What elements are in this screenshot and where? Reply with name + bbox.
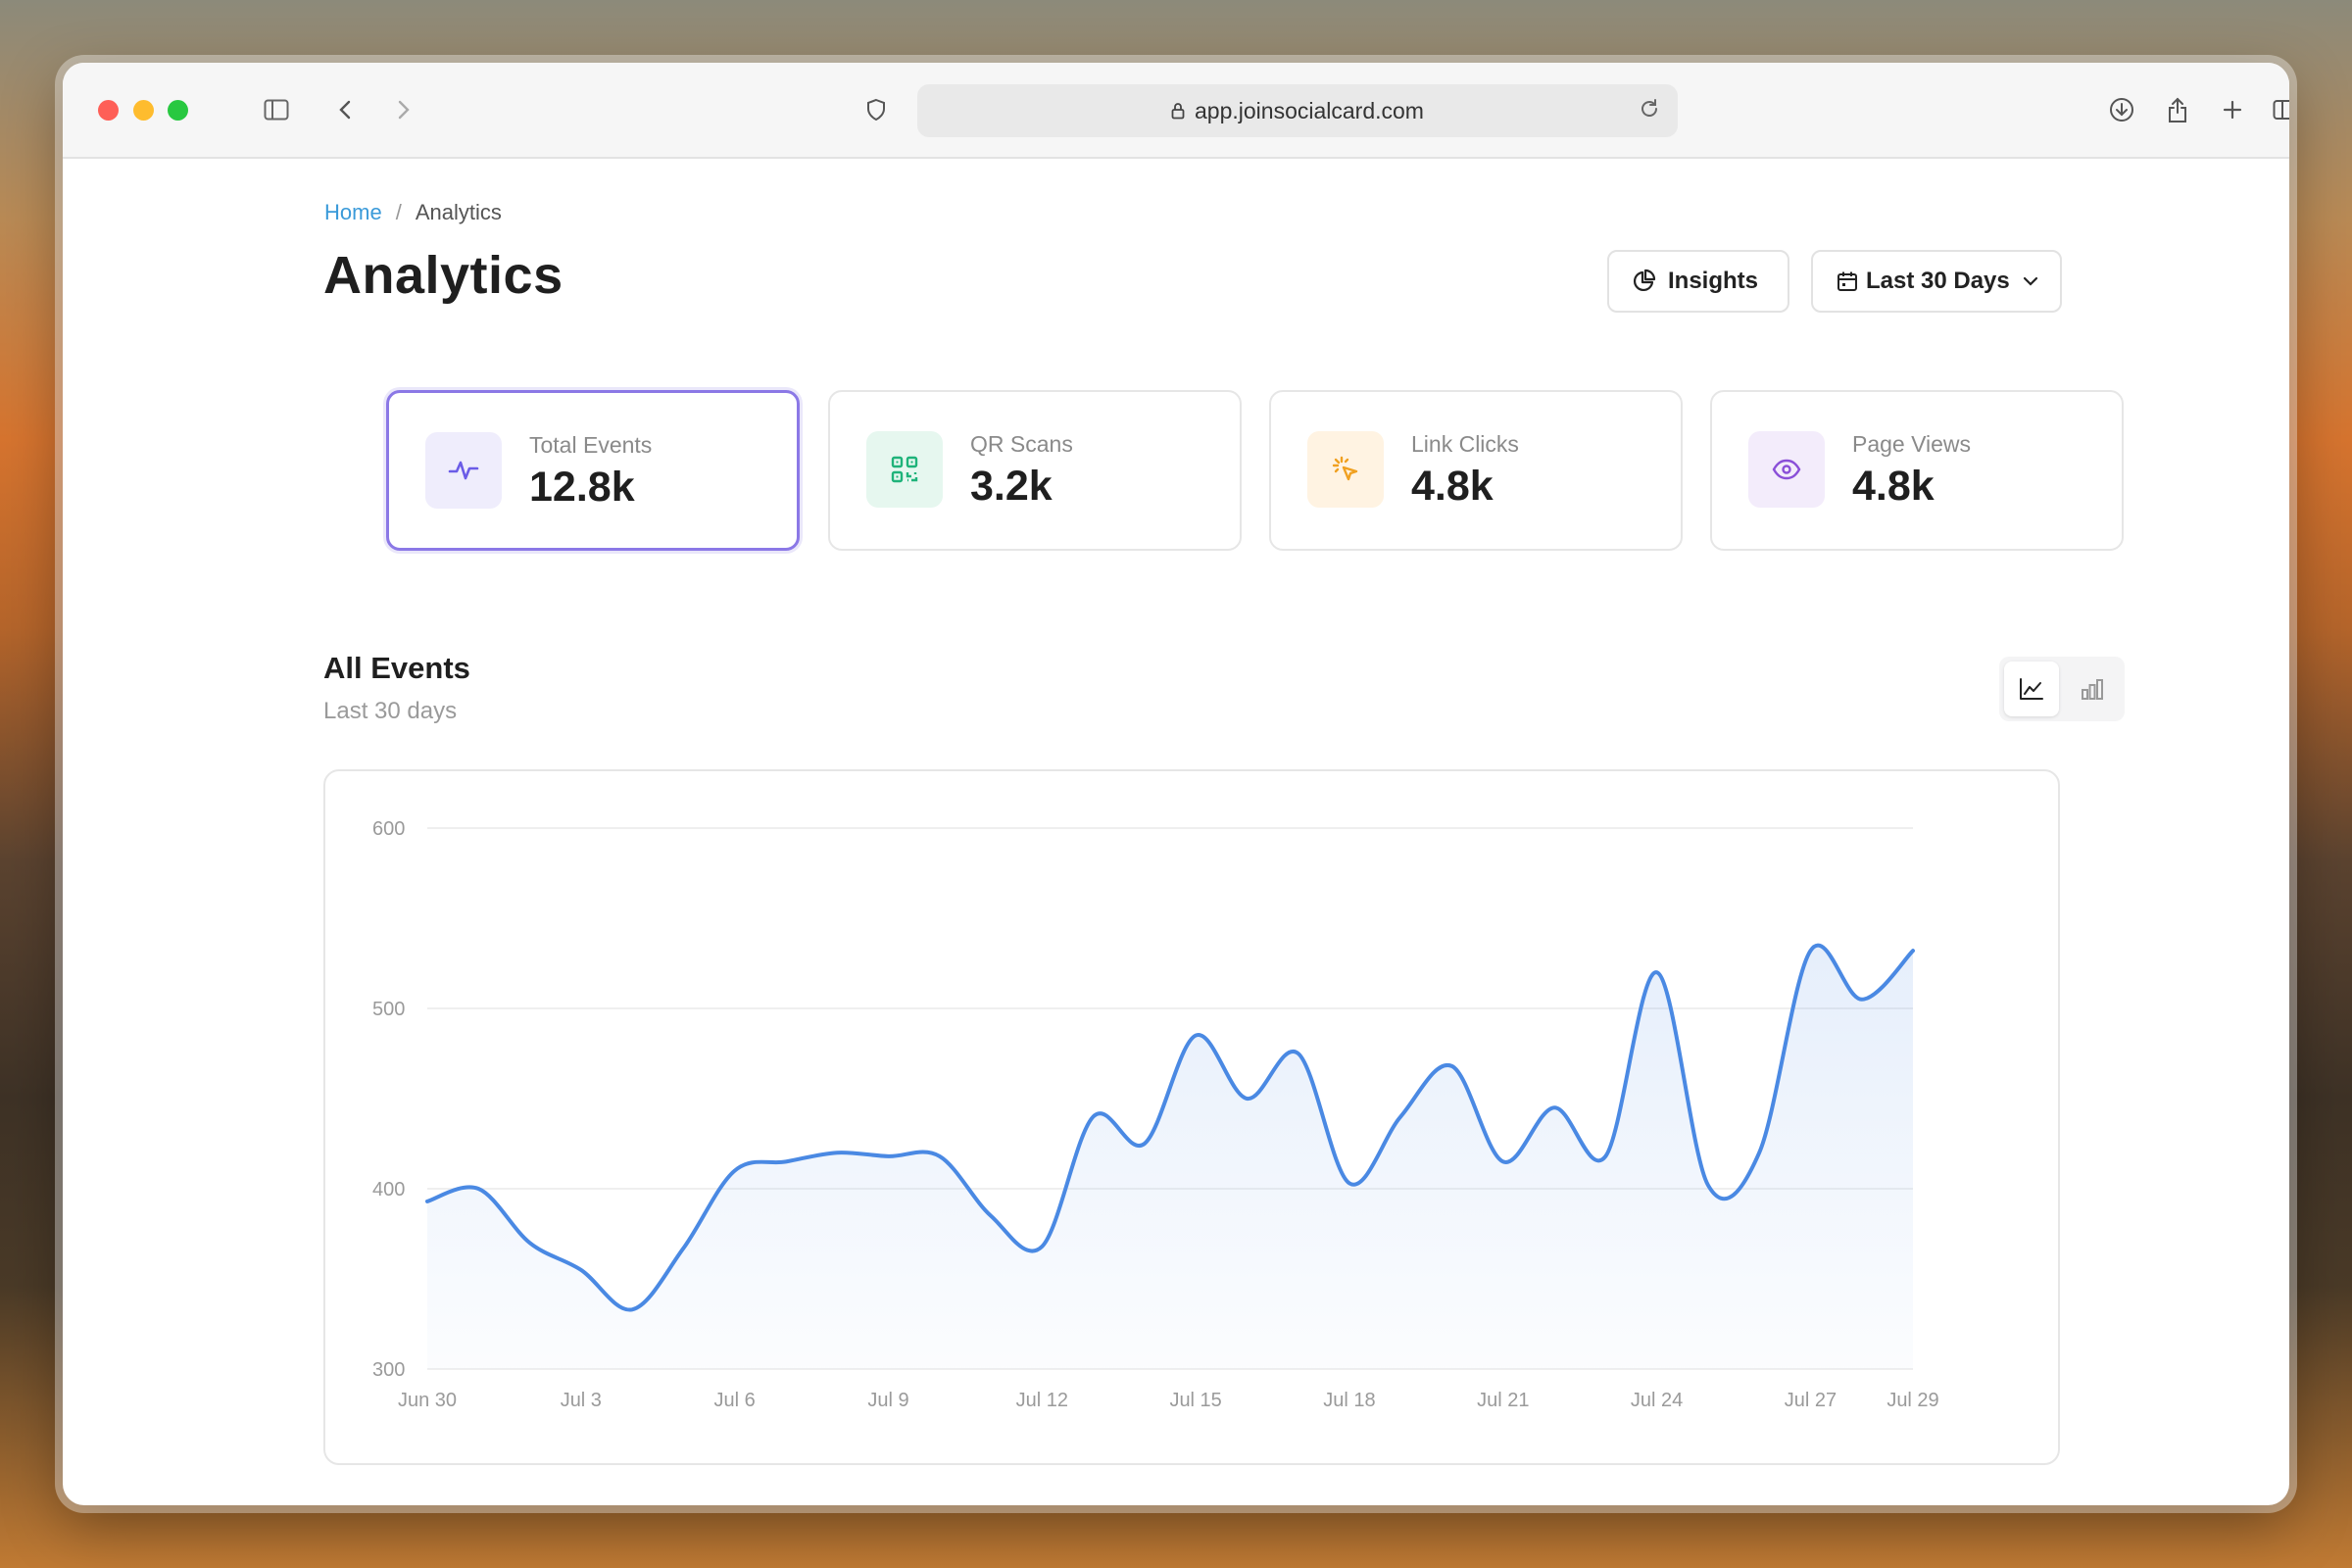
events-chart-card: 300 400 500 600 Jun 30 Jul 3 Jul 6 Jul 9 Jul 12 J…	[323, 769, 2060, 1465]
x-tick-label: Jun 30	[398, 1390, 457, 1411]
x-tick-label: Jul 21	[1477, 1390, 1529, 1411]
cursor-click-icon	[1307, 431, 1384, 508]
stat-card-total-events[interactable]: Total Events 12.8k	[386, 390, 800, 551]
x-tick-label: Jul 27	[1785, 1390, 1837, 1411]
section-title: All Events	[323, 651, 470, 685]
date-range-label: Last 30 Days	[1866, 268, 2010, 294]
bar-chart-icon[interactable]	[2065, 662, 2120, 716]
stat-value: 4.8k	[1411, 463, 1494, 510]
insights-label: Insights	[1668, 268, 1759, 294]
events-area-chart: 300 400 500 600 Jun 30 Jul 3 Jul 6 Jul 9 Jul 12 J…	[372, 818, 1939, 1411]
maximize-window-button[interactable]	[168, 100, 188, 121]
reload-icon[interactable]	[1639, 98, 1660, 125]
lock-icon	[1171, 103, 1185, 120]
stat-value: 4.8k	[1852, 463, 1935, 510]
insights-button[interactable]: Insights	[1607, 250, 1789, 313]
chevron-down-icon	[2023, 276, 2037, 286]
chart-type-toggle	[1999, 657, 2125, 721]
stat-label: Total Events	[529, 432, 653, 458]
close-window-button[interactable]	[98, 100, 119, 121]
stat-value: 12.8k	[529, 464, 635, 511]
y-tick-label: 300	[372, 1359, 405, 1381]
x-tick-label: Jul 12	[1016, 1390, 1068, 1411]
stat-card-link-clicks[interactable]: Link Clicks 4.8k	[1269, 390, 1683, 551]
page-title: Analytics	[323, 246, 564, 305]
browser-window: app.joinsocialcard.com Home / Analytics …	[63, 63, 2289, 1505]
x-tick-label: Jul 3	[561, 1390, 602, 1411]
stat-label: Page Views	[1852, 431, 1972, 457]
share-icon[interactable]	[2160, 92, 2195, 127]
x-tick-label: Jul 29	[1886, 1390, 1938, 1411]
calendar-icon	[1838, 271, 1857, 291]
line-chart-icon[interactable]	[2004, 662, 2059, 716]
url-text: app.joinsocialcard.com	[1195, 97, 1424, 123]
y-tick-label: 600	[372, 818, 405, 840]
y-tick-label: 400	[372, 1179, 405, 1200]
y-tick-label: 500	[372, 999, 405, 1020]
x-tick-label: Jul 18	[1323, 1390, 1375, 1411]
qr-code-icon	[866, 431, 943, 508]
x-tick-label: Jul 6	[714, 1390, 756, 1411]
breadcrumb: Home / Analytics	[324, 200, 502, 225]
activity-icon	[425, 432, 502, 509]
address-bar[interactable]: app.joinsocialcard.com	[917, 84, 1678, 137]
breadcrumb-home-link[interactable]: Home	[324, 200, 382, 224]
series-line	[425, 943, 1915, 1312]
new-tab-icon[interactable]	[2215, 92, 2250, 127]
minimize-window-button[interactable]	[133, 100, 154, 121]
sidebar-toggle-icon[interactable]	[259, 92, 294, 127]
tab-overview-icon[interactable]	[2269, 92, 2289, 127]
x-tick-label: Jul 9	[867, 1390, 908, 1411]
privacy-shield-icon[interactable]	[858, 92, 894, 127]
download-icon[interactable]	[2104, 92, 2139, 127]
x-tick-label: Jul 15	[1169, 1390, 1221, 1411]
stat-label: Link Clicks	[1411, 431, 1519, 457]
stat-card-page-views[interactable]: Page Views 4.8k	[1710, 390, 2124, 551]
stat-card-qr-scans[interactable]: QR Scans 3.2k	[828, 390, 1242, 551]
page-content: Home / Analytics Analytics Insights Last…	[63, 161, 2289, 1505]
pie-chart-icon	[1634, 269, 1656, 291]
browser-toolbar: app.joinsocialcard.com	[63, 63, 2289, 159]
eye-icon	[1748, 431, 1825, 508]
section-subtitle: Last 30 days	[323, 698, 458, 724]
x-tick-label: Jul 24	[1631, 1390, 1683, 1411]
stat-label: QR Scans	[970, 431, 1073, 457]
stat-value: 3.2k	[970, 463, 1053, 510]
area-fill	[427, 945, 1913, 1369]
breadcrumb-separator: /	[395, 200, 402, 224]
date-range-dropdown[interactable]: Last 30 Days	[1811, 250, 2062, 313]
forward-arrow-icon[interactable]	[386, 92, 421, 127]
breadcrumb-current: Analytics	[415, 200, 502, 224]
back-arrow-icon[interactable]	[327, 92, 363, 127]
